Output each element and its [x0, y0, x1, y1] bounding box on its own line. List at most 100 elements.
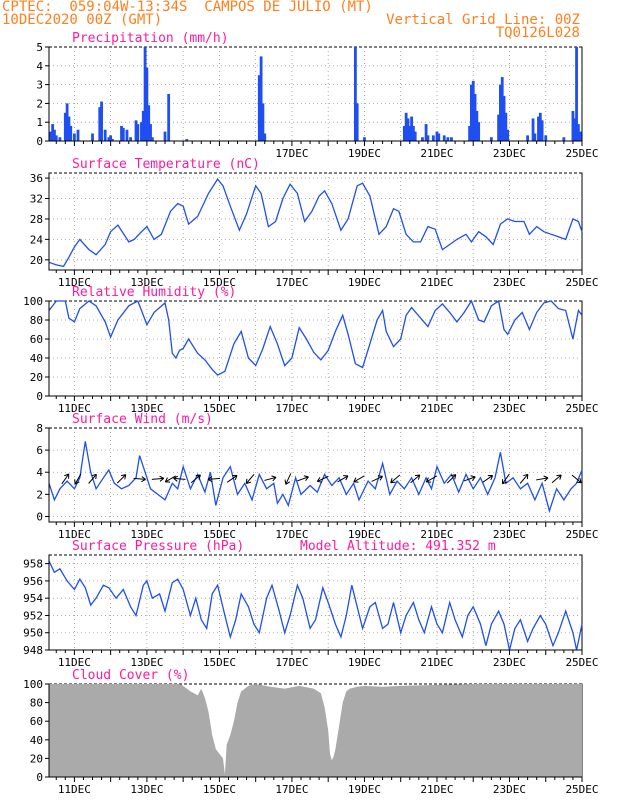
wind-arrow — [410, 474, 421, 484]
x-tick-label: 17DEC — [275, 656, 308, 669]
precip-bar — [437, 133, 441, 141]
y-tick-label: 954 — [23, 592, 43, 605]
precip-bar — [502, 95, 506, 141]
wind-arrow-head — [141, 476, 146, 483]
precip-bar — [537, 116, 540, 141]
precip-bar — [65, 103, 69, 141]
wind-arrow-head — [425, 477, 432, 483]
x-tick-label: 15DEC — [203, 656, 236, 669]
precip-bar — [261, 103, 265, 141]
precip-title: Precipitation (mm/h) — [72, 31, 229, 46]
x-tick-label: 21DEC — [420, 276, 453, 289]
precip-bar — [489, 137, 493, 141]
precip-bar — [49, 131, 53, 141]
precip-bar — [404, 112, 408, 141]
precip-bar — [140, 122, 143, 141]
y-tick-label: 0 — [36, 771, 43, 784]
wind-arrow — [190, 474, 201, 484]
precip-bar — [538, 112, 542, 141]
x-tick-label: 23DEC — [493, 783, 526, 796]
precip-bar — [63, 112, 67, 141]
x-tick-label: 17DEC — [275, 276, 308, 289]
wind-arrow — [133, 476, 146, 483]
wind-arrow-head — [343, 475, 349, 481]
x-tick-label: 19DEC — [348, 276, 381, 289]
wind-arrow — [116, 474, 127, 484]
precip-panel — [45, 46, 583, 146]
wind-arrow-shaft — [173, 477, 186, 480]
temp-title: Surface Temperature (nC) — [72, 157, 260, 172]
precip-bar — [185, 139, 189, 141]
vertical-grid-note: Vertical Grid Line: 00Z — [386, 12, 580, 28]
x-tick-label: 17DEC — [275, 528, 308, 541]
precip-bar — [431, 135, 435, 141]
precip-bar — [257, 75, 261, 141]
precip-bar — [408, 125, 412, 141]
x-tick-label: 25DEC — [565, 276, 598, 289]
precip-bar — [573, 118, 577, 141]
wind-arrow — [390, 474, 401, 484]
precip-bar — [411, 125, 415, 141]
wind-arrow-head — [303, 475, 309, 481]
precip-bar — [150, 137, 154, 141]
x-tick-label: 17DEC — [275, 147, 308, 160]
y-tick-label: 40 — [30, 352, 43, 365]
precip-bar — [51, 124, 55, 141]
wind-arrow — [463, 475, 476, 482]
wind-arrow-shaft — [551, 474, 562, 484]
cloud-area — [49, 684, 582, 777]
wind-line — [48, 441, 583, 514]
wind-arrow-shaft — [245, 473, 255, 484]
x-tick-label: 25DEC — [565, 147, 598, 160]
wind-arrow-shaft — [482, 475, 493, 483]
y-tick-label: 6 — [36, 444, 43, 457]
plot-frame — [48, 427, 583, 523]
wind-arrow-shaft — [207, 477, 221, 480]
precip-bar — [103, 129, 107, 141]
precip-bar — [424, 124, 428, 141]
wind-arrow — [446, 474, 457, 484]
precip-bar — [446, 137, 450, 141]
precip-bar — [413, 131, 417, 141]
precip-bar — [410, 116, 413, 141]
wind-arrow — [61, 473, 70, 485]
precip-bar — [562, 137, 566, 141]
precip-bar — [500, 77, 504, 141]
wind-arrow-shaft — [88, 473, 97, 484]
y-tick-label: 958 — [23, 558, 43, 571]
x-tick-label: 19DEC — [348, 528, 381, 541]
x-tick-label: 13DEC — [130, 783, 163, 796]
y-tick-label: 8 — [36, 422, 43, 435]
wind-arrow — [226, 474, 238, 483]
wind-arrow-shaft — [410, 474, 421, 484]
precip-bar — [58, 137, 62, 141]
precip-bar — [504, 112, 508, 141]
wind-arrow-head — [390, 478, 396, 484]
precip-bar — [167, 94, 171, 141]
wind-arrow-head — [159, 475, 165, 482]
precip-bar — [109, 135, 113, 141]
wind-arrow-shaft — [463, 476, 476, 482]
wind-arrow-shaft — [264, 476, 277, 481]
precip-bar — [163, 131, 167, 141]
y-tick-label: 956 — [23, 575, 43, 588]
precip-bar — [468, 125, 471, 141]
wind-arrow-head — [173, 475, 178, 482]
x-tick-label: 19DEC — [348, 783, 381, 796]
wind-arrow — [316, 475, 329, 483]
precip-bar — [421, 137, 424, 141]
wind-arrow — [571, 474, 582, 484]
wind-arrow-shaft — [116, 474, 127, 484]
x-tick-label: 21DEC — [420, 402, 453, 415]
wind-arrow-head — [245, 478, 252, 484]
wind-arrow — [207, 476, 221, 483]
precip-bar — [129, 137, 132, 141]
rh-title: Relative Humidity (%) — [72, 285, 236, 300]
precip-bar — [540, 120, 544, 141]
wind-arrow — [151, 475, 165, 482]
x-tick-label: 23DEC — [493, 656, 526, 669]
precip-bar — [426, 135, 430, 141]
precip-bar — [125, 129, 129, 141]
x-tick-label: 17DEC — [275, 402, 308, 415]
wind-arrow-head — [195, 474, 201, 480]
